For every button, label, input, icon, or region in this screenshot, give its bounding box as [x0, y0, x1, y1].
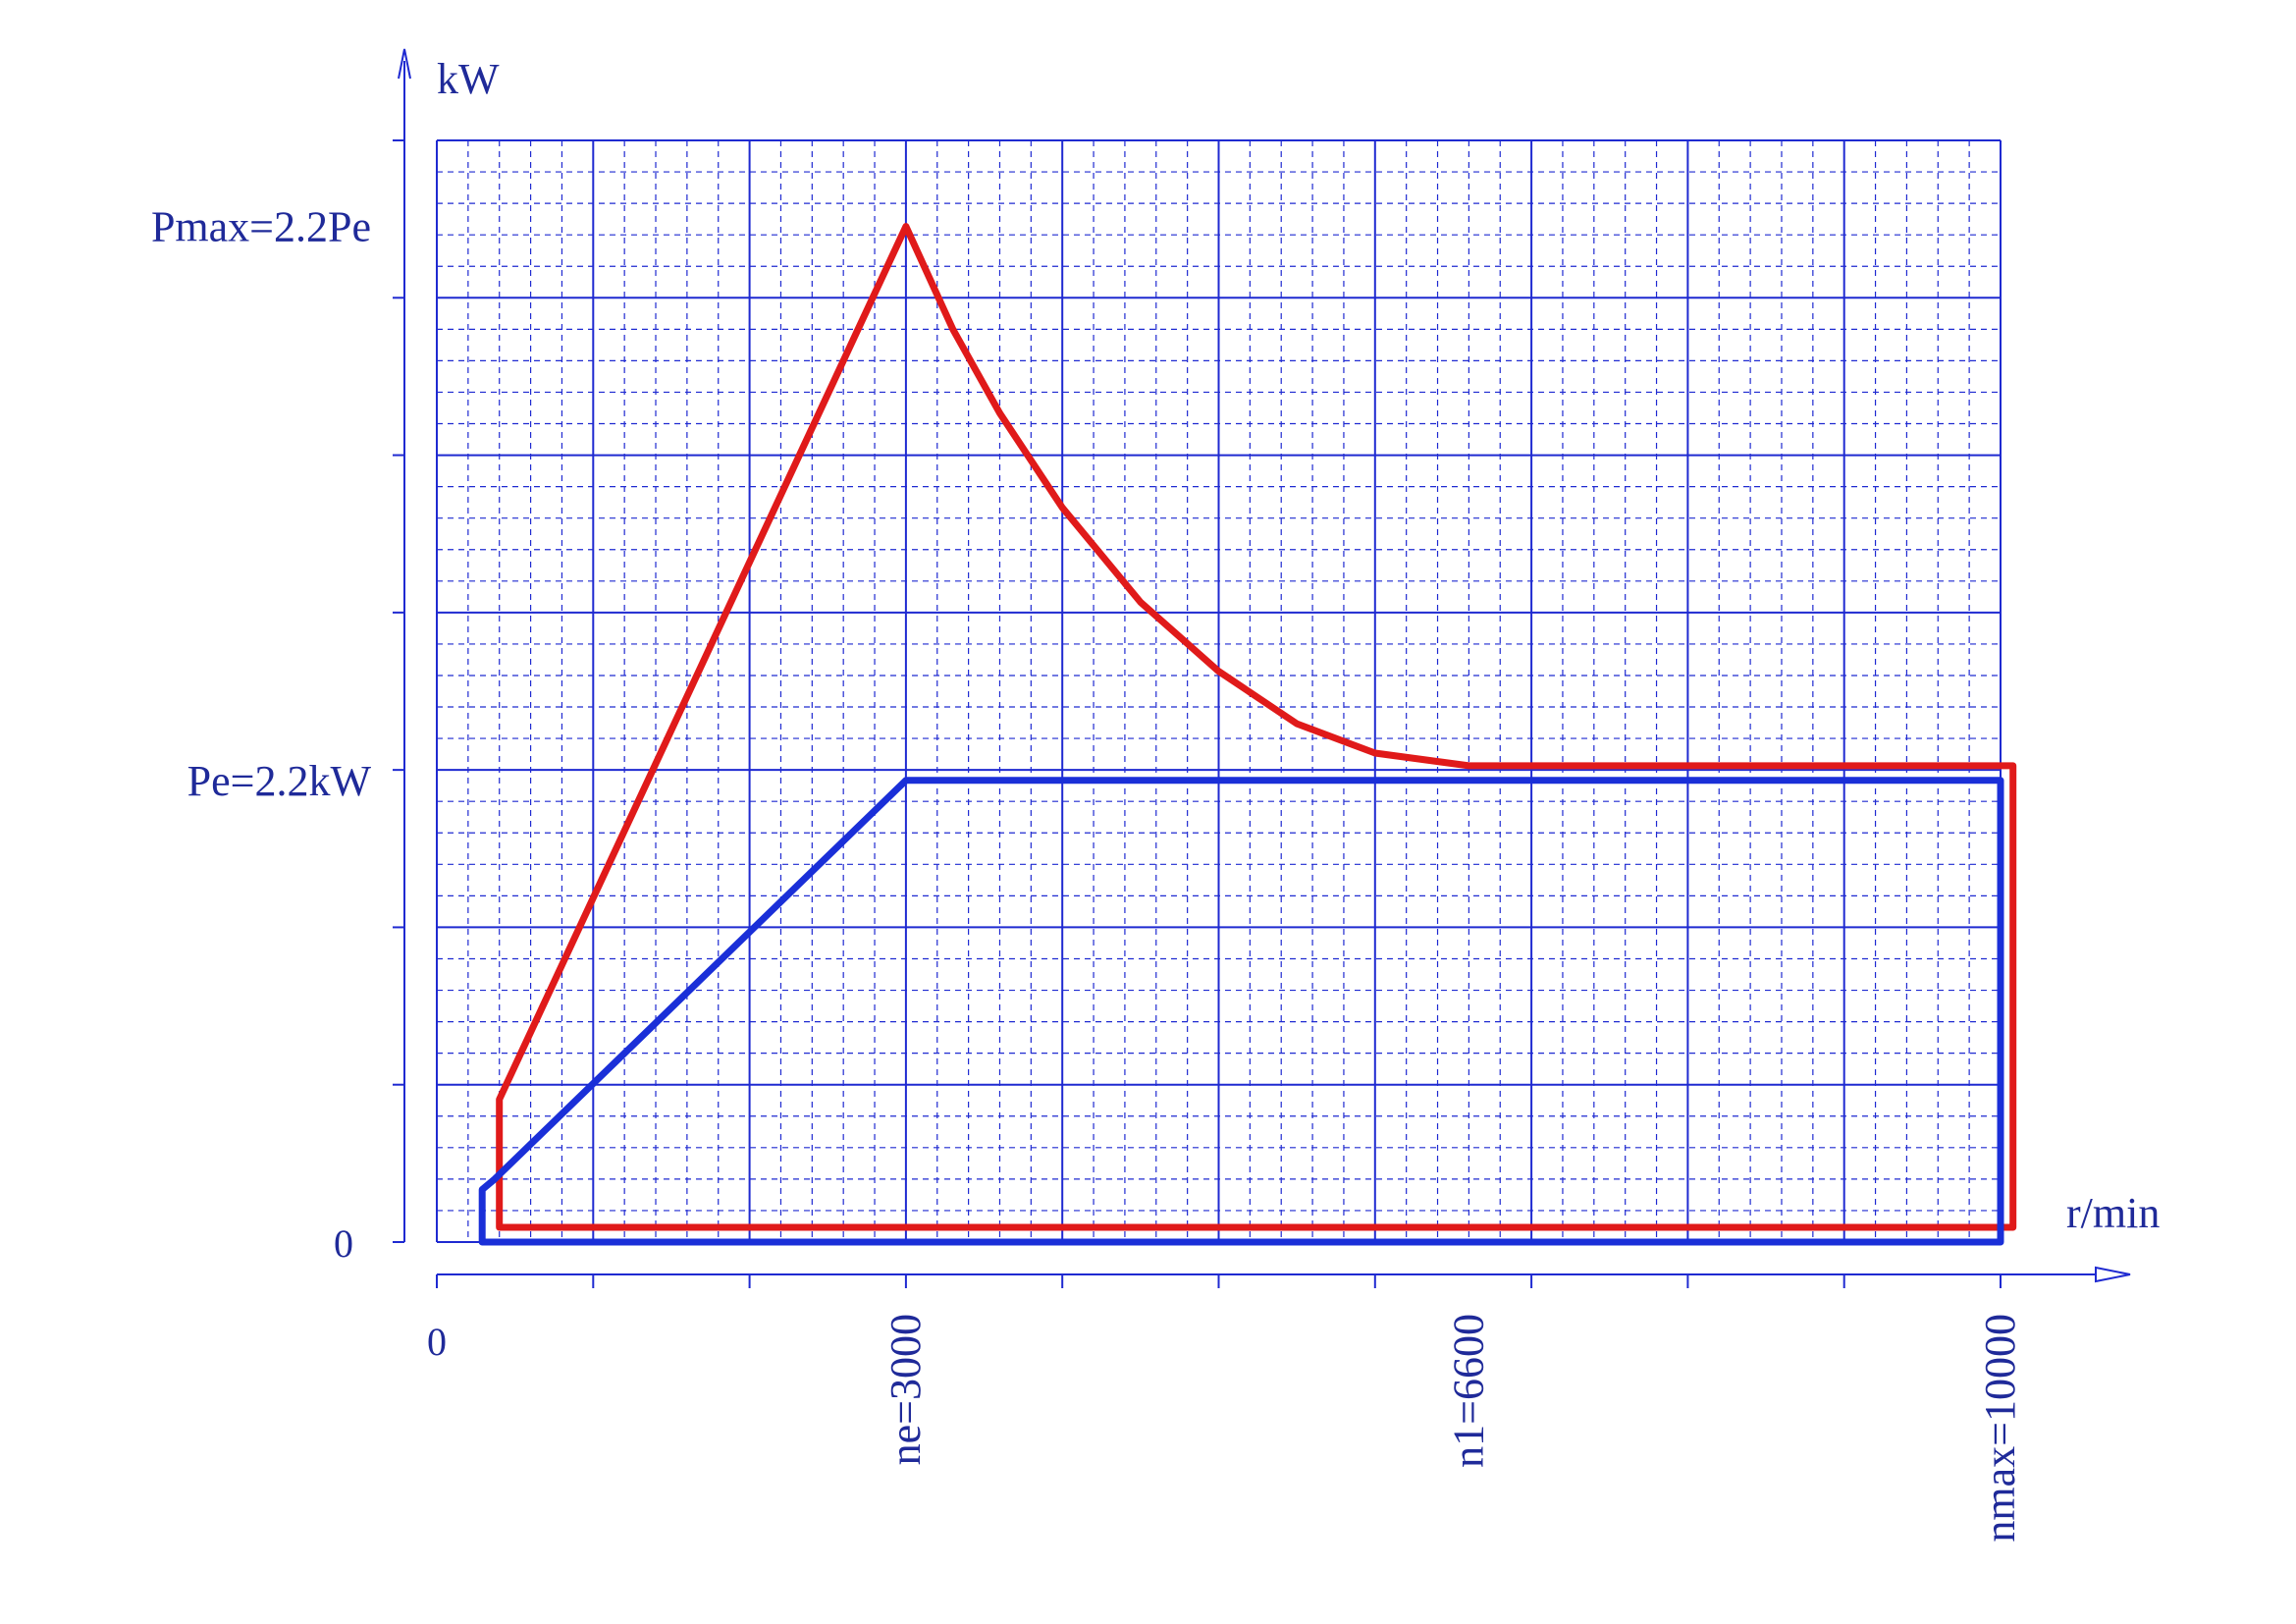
y-tick-label: Pe=2.2kW	[187, 757, 372, 805]
y-origin-label: 0	[334, 1221, 353, 1266]
x-tick-label: ne=3000	[881, 1314, 930, 1465]
grid-major	[436, 139, 2002, 1243]
x-origin-label: 0	[427, 1320, 447, 1364]
series-line-2	[478, 777, 2004, 1246]
y-axis-arrow-icon	[398, 48, 411, 80]
axes	[393, 48, 2131, 1288]
series-line-1	[496, 223, 2017, 1231]
x-axis-arrow-icon	[2095, 1266, 2131, 1283]
x-axis-title: r/min	[2066, 1189, 2160, 1237]
x-tick-label: n1=6600	[1444, 1314, 1492, 1468]
labels: kW r/min 0 0 Pe=2.2kW Pmax=2.2Pe ne=3000 n1=660…	[151, 55, 2160, 1543]
y-axis-title: kW	[437, 55, 500, 103]
y-tick-label: Pmax=2.2Pe	[151, 203, 371, 251]
x-tick-label: nmax=10000	[1976, 1314, 2024, 1543]
series-layer	[478, 223, 2017, 1246]
